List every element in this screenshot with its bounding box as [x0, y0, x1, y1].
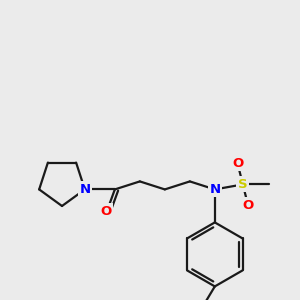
Text: N: N	[79, 183, 90, 196]
Text: N: N	[209, 183, 220, 196]
Text: O: O	[100, 205, 112, 218]
Text: S: S	[238, 178, 247, 191]
Text: O: O	[232, 157, 244, 170]
Text: O: O	[242, 199, 254, 212]
